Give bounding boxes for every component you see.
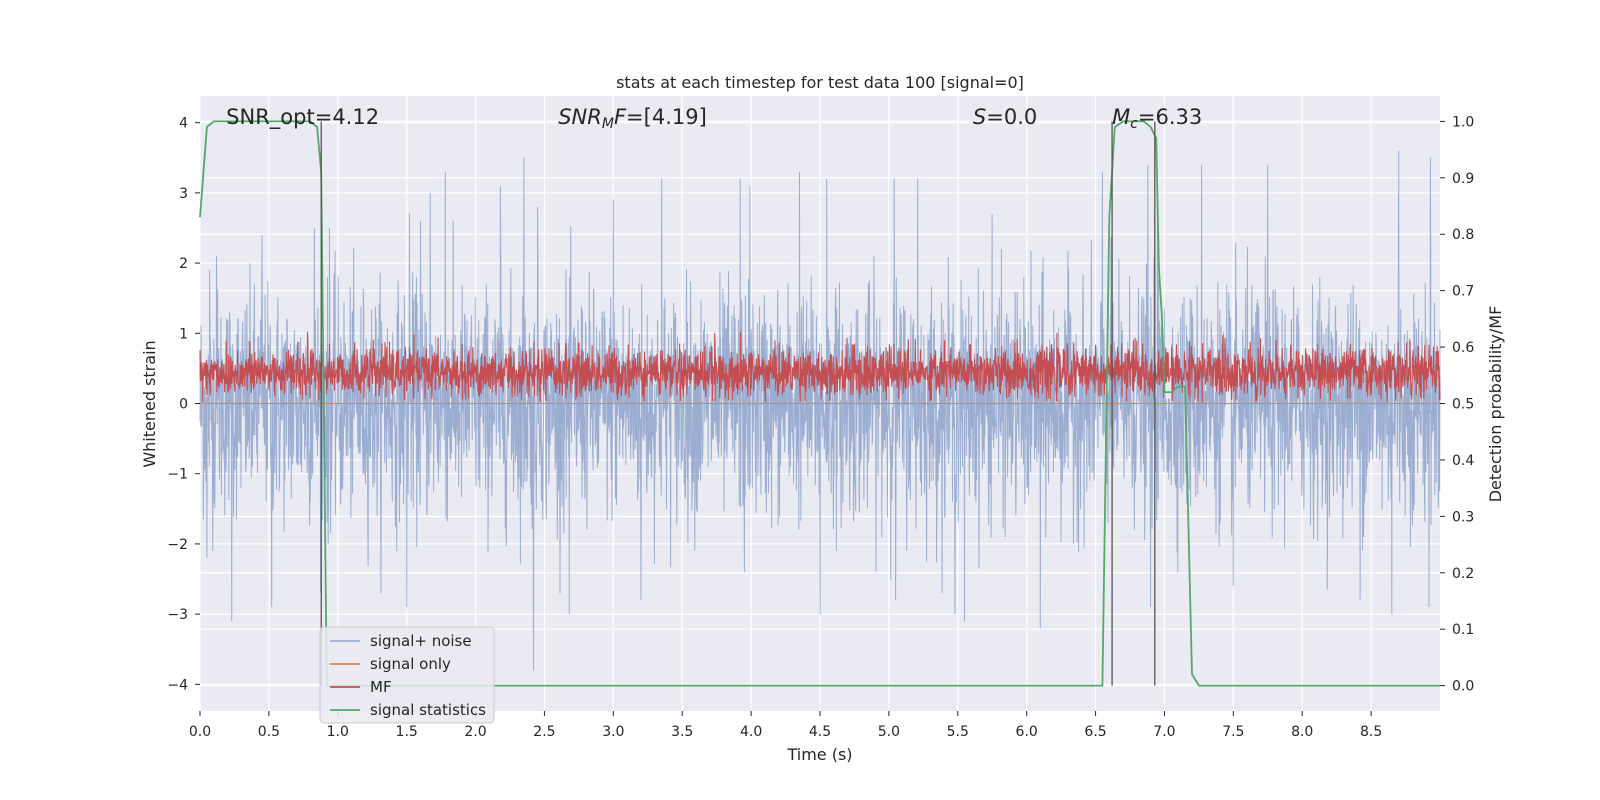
y2-tick-label: 0.2 xyxy=(1452,566,1474,582)
x-axis-label: Time (s) xyxy=(786,745,852,764)
y-tick-label: −2 xyxy=(167,537,188,553)
legend-entry: MF xyxy=(370,678,392,696)
y2-tick-label: 0.7 xyxy=(1452,284,1474,300)
y2-tick-label: 0.5 xyxy=(1452,397,1474,413)
x-tick-label: 2.0 xyxy=(464,724,486,740)
legend-entry: signal+ noise xyxy=(370,632,472,650)
y-tick-label: 0 xyxy=(179,397,188,413)
legend: signal+ noise signal only MF signal statist… xyxy=(319,626,495,724)
y2-tick-label: 0.1 xyxy=(1452,622,1474,638)
annotation-text: Mc=6.33 xyxy=(1112,105,1202,132)
x-tick-label: 2.5 xyxy=(533,724,555,740)
legend-entry: signal statistics xyxy=(370,701,486,719)
series-layer xyxy=(199,120,1441,687)
annotation-text: SNRMF=[4.19] xyxy=(558,105,707,132)
series-signal-noise xyxy=(199,150,1441,671)
y-tick-label: −4 xyxy=(167,677,188,693)
vertical-lines xyxy=(320,121,1156,686)
x-tick-label: 6.0 xyxy=(1016,724,1038,740)
series-signal-statistics xyxy=(199,120,1440,687)
y-tick-label: 4 xyxy=(179,116,188,132)
y-tick-label: −1 xyxy=(167,467,188,483)
annotation-text: SNR_opt=4.12 xyxy=(226,105,379,130)
y2-tick-label: 0.3 xyxy=(1452,509,1474,525)
x-tick-label: 7.5 xyxy=(1222,724,1244,740)
x-axis-ticks: 0.0 0.5 1.0 1.5 2.0 2.5 3.0 3.5 4.0 4.5 5.0 5.5 6.0 6… xyxy=(189,711,1382,740)
x-tick-label: 8.0 xyxy=(1291,724,1313,740)
y2-tick-label: 0.9 xyxy=(1452,171,1474,187)
x-tick-label: 1.0 xyxy=(327,724,349,740)
x-tick-label: 3.0 xyxy=(602,724,624,740)
x-tick-label: 3.5 xyxy=(671,724,693,740)
series-mf xyxy=(199,331,1441,403)
legend-box xyxy=(319,626,495,724)
x-tick-label: 4.0 xyxy=(740,724,762,740)
y-axis-label: Whitened strain xyxy=(140,340,159,467)
x-tick-label: 6.5 xyxy=(1084,724,1106,740)
x-tick-label: 8.5 xyxy=(1360,724,1382,740)
y2-tick-label: 0.8 xyxy=(1452,227,1474,243)
y-tick-label: 1 xyxy=(179,326,188,342)
y-tick-label: −3 xyxy=(167,607,188,623)
x-tick-label: 1.5 xyxy=(396,724,418,740)
legend-entry: signal only xyxy=(370,655,451,673)
x-tick-label: 5.5 xyxy=(947,724,969,740)
y-axis-ticks: −4 −3 −2 −1 0 1 2 3 4 xyxy=(167,116,200,693)
x-tick-label: 0.5 xyxy=(258,724,280,740)
annotations: SNR_opt=4.12 SNRMF=[4.19] S=0.0 Mc=6.33 xyxy=(226,105,1202,132)
y-tick-label: 3 xyxy=(179,186,188,202)
x-tick-label: 7.0 xyxy=(1153,724,1175,740)
y-tick-label: 2 xyxy=(179,256,188,272)
chart-title: stats at each timestep for test data 100… xyxy=(616,73,1024,92)
x-tick-label: 4.5 xyxy=(809,724,831,740)
y2-axis-ticks: 0.0 0.1 0.2 0.3 0.4 0.5 0.6 0.7 0.8 0.9 1.0 xyxy=(1440,114,1474,695)
y2-tick-label: 0.6 xyxy=(1452,340,1474,356)
annotation-text: S=0.0 xyxy=(973,105,1037,129)
y2-tick-label: 0.0 xyxy=(1452,679,1474,695)
y2-axis-label: Detection probability/MF xyxy=(1486,306,1505,503)
y2-tick-label: 0.4 xyxy=(1452,453,1474,469)
x-tick-label: 0.0 xyxy=(189,724,211,740)
y2-tick-label: 1.0 xyxy=(1452,114,1474,130)
x-tick-label: 5.0 xyxy=(878,724,900,740)
